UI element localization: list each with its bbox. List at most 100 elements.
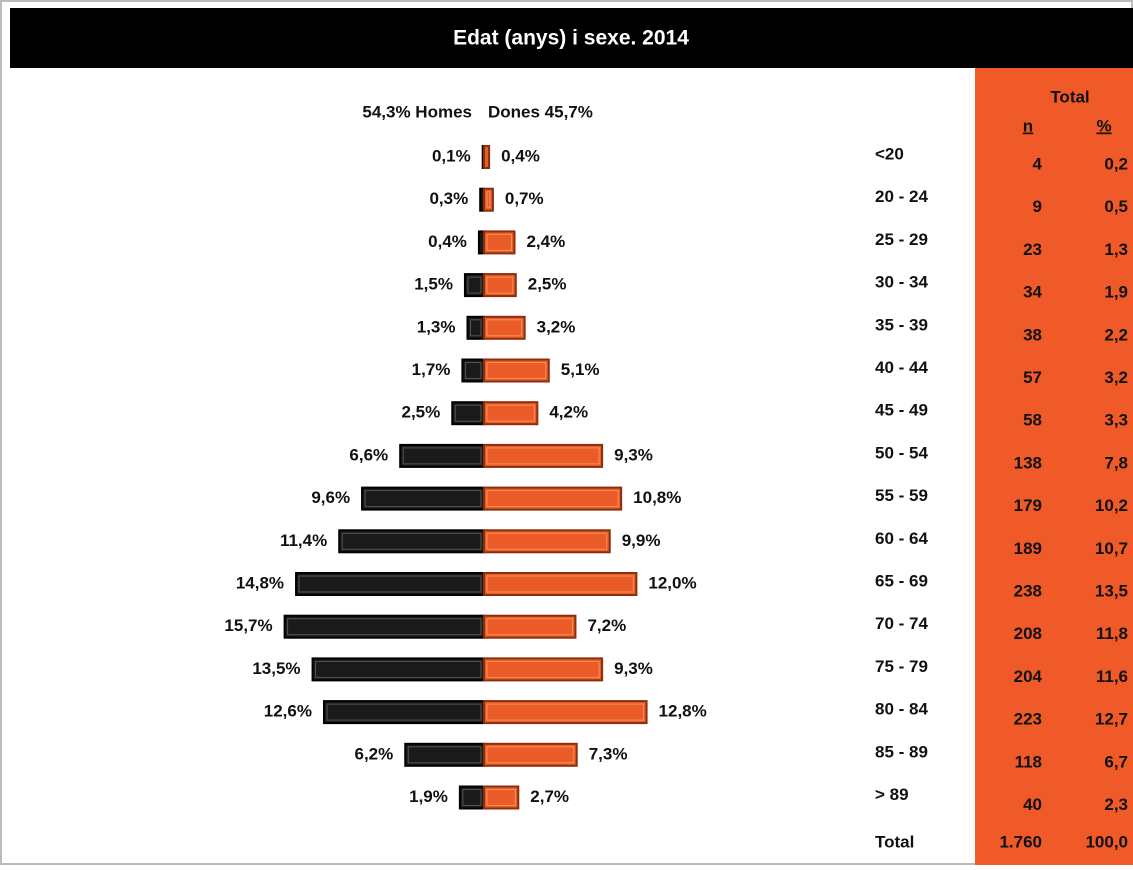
- chart-title: Edat (anys) i sexe. 2014: [453, 27, 689, 50]
- age-label: 45 - 49: [875, 401, 928, 420]
- table-n: 4: [1033, 154, 1043, 173]
- table-pct: 13,5: [1095, 581, 1128, 600]
- bar: [483, 315, 526, 340]
- table-pct: 1,9: [1104, 283, 1128, 302]
- data-label: 0,4%: [428, 232, 467, 251]
- data-label: 9,3%: [614, 659, 653, 678]
- bar: [483, 785, 520, 810]
- bar: [483, 529, 611, 554]
- bar: [322, 700, 486, 725]
- bar: [483, 443, 604, 468]
- age-label: > 89: [875, 785, 909, 804]
- data-label: 15,7%: [224, 616, 272, 635]
- data-label: 2,5%: [528, 275, 567, 294]
- age-label: 55 - 59: [875, 486, 928, 505]
- bar: [399, 443, 485, 468]
- data-label: 1,7%: [412, 360, 451, 379]
- age-label: 40 - 44: [875, 358, 928, 377]
- table-header: Total: [1050, 87, 1089, 106]
- age-label: 70 - 74: [875, 614, 928, 633]
- age-label: 50 - 54: [875, 443, 928, 462]
- column-header: n: [1023, 116, 1033, 135]
- data-label: 2,5%: [402, 403, 441, 422]
- bar: [483, 230, 516, 255]
- data-label: 7,2%: [587, 616, 626, 635]
- bar: [283, 614, 485, 639]
- data-label: 12,0%: [648, 573, 696, 592]
- table-pct: 10,2: [1095, 496, 1128, 515]
- bar: [338, 529, 485, 554]
- table-n: 208: [1014, 624, 1042, 643]
- bar: [483, 401, 539, 426]
- age-label: <20: [875, 144, 904, 163]
- bar: [483, 358, 550, 383]
- data-label: 7,3%: [589, 744, 628, 763]
- data-label: 4,2%: [549, 403, 588, 422]
- legend-entry: 54,3% Homes: [362, 102, 472, 121]
- data-label: 0,1%: [432, 146, 471, 165]
- data-label: 3,2%: [537, 317, 576, 336]
- bar: [458, 785, 485, 810]
- data-label: 13,5%: [252, 659, 300, 678]
- age-label: 35 - 39: [875, 315, 928, 334]
- bar: [404, 742, 486, 767]
- table-pct: 7,8: [1104, 453, 1128, 472]
- data-label: 6,6%: [349, 445, 388, 464]
- data-label: 5,1%: [561, 360, 600, 379]
- bar: [295, 572, 486, 596]
- bar: [483, 614, 577, 639]
- data-label: 14,8%: [236, 573, 284, 592]
- data-label: 0,4%: [501, 146, 540, 165]
- age-label: 30 - 34: [875, 273, 928, 292]
- table-n: 38: [1023, 325, 1042, 344]
- data-label: 0,3%: [429, 189, 468, 208]
- bar: [483, 145, 491, 169]
- data-label: 1,3%: [417, 317, 456, 336]
- age-label: 25 - 29: [875, 230, 928, 249]
- bar: [461, 358, 486, 383]
- age-label: 85 - 89: [875, 742, 928, 761]
- data-label: 12,6%: [264, 702, 312, 721]
- bar: [483, 700, 648, 725]
- table-pct: 3,3: [1104, 411, 1128, 430]
- data-label: 10,8%: [633, 488, 681, 507]
- table-pct: 12,7: [1095, 710, 1128, 729]
- table-n: 223: [1014, 710, 1042, 729]
- data-label: 9,3%: [614, 445, 653, 464]
- bar: [361, 486, 485, 511]
- age-label: 20 - 24: [875, 187, 928, 206]
- table-pct: 11,8: [1096, 624, 1128, 643]
- bar: [483, 273, 517, 298]
- table-n: 189: [1014, 539, 1042, 558]
- age-label: 65 - 69: [875, 571, 928, 590]
- data-label: 9,9%: [622, 531, 661, 550]
- column-header: %: [1096, 116, 1111, 135]
- table-n: 238: [1014, 581, 1042, 600]
- table-n: 34: [1023, 283, 1042, 302]
- title-bar: [10, 8, 1133, 68]
- bar: [483, 742, 578, 767]
- age-label: 60 - 64: [875, 529, 928, 548]
- data-label: 11,4%: [280, 531, 327, 550]
- table-pct: 2,2: [1104, 325, 1128, 344]
- table-pct: 3,2: [1104, 368, 1128, 387]
- bar: [483, 187, 494, 212]
- table-n: 58: [1023, 411, 1042, 430]
- table-n: 138: [1014, 453, 1042, 472]
- age-label: 80 - 84: [875, 700, 928, 719]
- data-label: 2,7%: [530, 787, 569, 806]
- legend-entry: Dones 45,7%: [488, 102, 593, 121]
- table-n: 118: [1015, 752, 1042, 771]
- table-pct: 1,3: [1104, 240, 1128, 259]
- total-n: 1.760: [999, 832, 1042, 851]
- table-pct: 0,2: [1104, 154, 1128, 173]
- table-pct: 0,5: [1104, 197, 1128, 216]
- table-pct: 11,6: [1096, 667, 1128, 686]
- bar: [483, 572, 638, 596]
- data-label: 0,7%: [505, 189, 544, 208]
- bar: [463, 273, 486, 298]
- table-n: 179: [1014, 496, 1042, 515]
- table-n: 9: [1033, 197, 1042, 216]
- bar: [466, 315, 485, 340]
